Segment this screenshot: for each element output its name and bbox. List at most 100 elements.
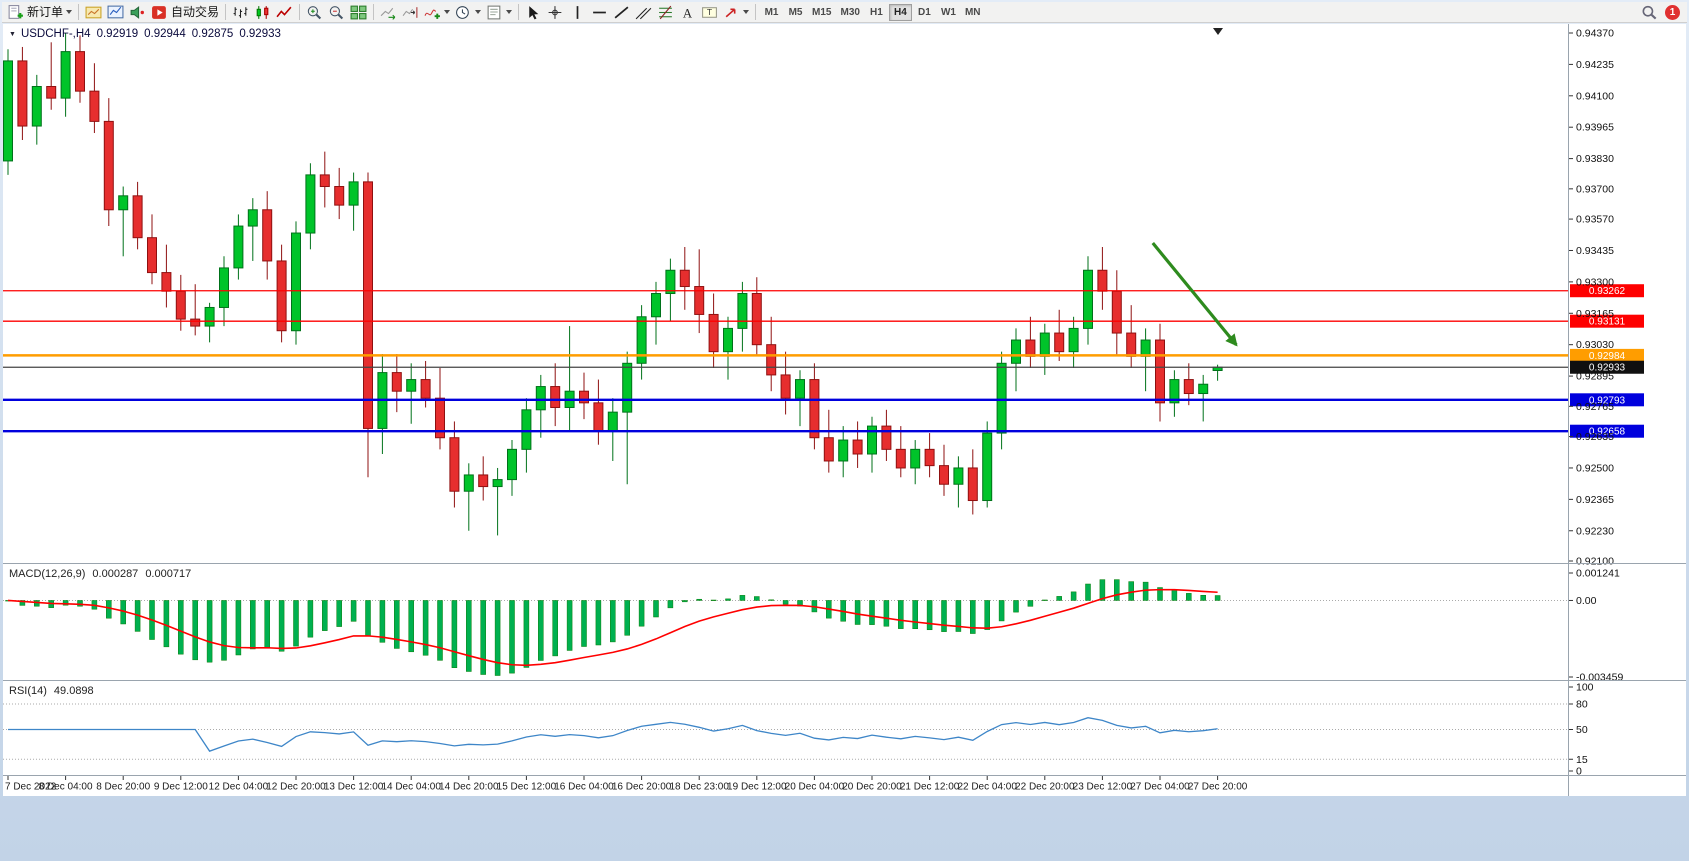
toolbar-separator: [518, 4, 520, 20]
dropdown-caret: [66, 10, 73, 14]
templates-button[interactable]: [484, 3, 514, 22]
macd-histogram-bar: [278, 600, 285, 652]
svg-text:0.92984: 0.92984: [1589, 351, 1626, 362]
timeframe-button-mn[interactable]: MN: [961, 4, 985, 21]
toolbar-separator: [78, 4, 80, 20]
candle-body: [75, 51, 85, 92]
timeframe-button-m30[interactable]: M30: [836, 4, 863, 21]
timeframe-button-w1[interactable]: W1: [937, 4, 960, 21]
charts-icon: [107, 5, 124, 18]
line-chart-button[interactable]: [274, 3, 295, 22]
price-tag: [1570, 360, 1644, 374]
timeframe-button-m5[interactable]: M5: [784, 4, 807, 21]
candle-body: [1083, 269, 1093, 329]
macd-histogram-bar: [379, 600, 386, 643]
chart-area: 0.93262 0.93131 0.92984 0.92933 0.92793 0.926…: [3, 24, 1686, 796]
candle-body: [593, 402, 604, 432]
macd-histogram-bar: [696, 598, 702, 601]
rsi-pane: 100 80 50 150: [3, 682, 1594, 778]
candle-body: [809, 379, 820, 439]
candle-body: [1169, 379, 1180, 404]
svg-text:22 Dec 04:00: 22 Dec 04:00: [957, 782, 1017, 793]
svg-text:0.92658: 0.92658: [1589, 427, 1626, 438]
svg-text:0.001241: 0.001241: [1576, 568, 1620, 580]
auto-scroll-button[interactable]: [378, 3, 399, 22]
candle-body: [319, 174, 330, 188]
periods-button[interactable]: [453, 3, 483, 22]
vertical-line-button[interactable]: [567, 3, 588, 22]
text-button[interactable]: A: [677, 3, 698, 22]
svg-text:A: A: [683, 6, 693, 20]
zoom-out-button[interactable]: [326, 3, 347, 22]
arrows-button[interactable]: [721, 3, 751, 22]
trend-arrow-annotation[interactable]: [1151, 242, 1238, 347]
candle-body: [17, 60, 28, 127]
channel-button[interactable]: [633, 3, 654, 22]
tile-windows-button[interactable]: [348, 3, 369, 22]
timeframe-button-d1[interactable]: D1: [913, 4, 936, 21]
dropdown-caret: [506, 10, 513, 14]
alerts-button[interactable]: [127, 3, 148, 22]
crosshair-button[interactable]: [545, 3, 566, 22]
candle-body: [406, 379, 417, 392]
candle-body: [953, 467, 964, 485]
candle-body: [737, 293, 748, 329]
chart-shift-button[interactable]: [400, 3, 421, 22]
cursor-button[interactable]: [523, 3, 544, 22]
macd-histogram-bar: [106, 600, 112, 619]
candle-body: [190, 318, 201, 327]
macd-histogram-bar: [1186, 593, 1192, 601]
search-button[interactable]: [1639, 3, 1660, 22]
new-order-button[interactable]: 新订单: [5, 3, 74, 22]
timeframe-button-h1[interactable]: H1: [865, 4, 888, 21]
candle-body: [665, 269, 676, 295]
macd-histogram-bar: [869, 600, 875, 625]
trendline-button[interactable]: [611, 3, 632, 22]
candle-body: [1140, 339, 1151, 357]
profiles-button[interactable]: [83, 3, 104, 22]
svg-text:9 Dec 12:00: 9 Dec 12:00: [154, 782, 208, 793]
macd-histogram-bar: [782, 600, 789, 605]
candle-body: [132, 195, 143, 239]
indicators-button[interactable]: [422, 3, 452, 22]
candle-body: [1111, 290, 1122, 334]
macd-histogram-bar: [422, 600, 429, 656]
macd-histogram-bar: [206, 600, 213, 663]
price-axis: 0.94370 0.94235 0.94100 0.93965 0.93830 0.937…: [1568, 28, 1614, 568]
charts-button[interactable]: [105, 3, 126, 22]
candle-chart-button[interactable]: [252, 3, 273, 22]
candle-body: [219, 267, 229, 308]
notification-badge[interactable]: 1: [1665, 4, 1680, 20]
auto-trading-label: 自动交易: [171, 4, 220, 19]
candle-body: [622, 362, 633, 413]
macd-histogram-bar: [624, 600, 630, 636]
chart-shift-marker[interactable]: [1213, 28, 1223, 35]
svg-text:0.93131: 0.93131: [1589, 317, 1626, 328]
bar-chart-button[interactable]: [230, 3, 251, 22]
macd-histogram-bar: [34, 600, 40, 607]
candle-body: [607, 411, 618, 432]
macd-histogram-bar: [725, 598, 731, 601]
svg-text:15: 15: [1576, 754, 1588, 766]
candle-body: [1011, 339, 1021, 364]
text-label-button[interactable]: T: [699, 3, 720, 22]
candle-body: [507, 448, 517, 481]
candle-body: [723, 327, 733, 353]
timeframe-button-m15[interactable]: M15: [808, 4, 835, 21]
timeframe-button-m1[interactable]: M1: [760, 4, 783, 21]
macd-histogram-bar: [998, 600, 1005, 622]
auto-trading-button[interactable]: 自动交易: [149, 3, 221, 22]
fibonacci-button[interactable]: [655, 3, 676, 22]
candle-body: [103, 120, 114, 211]
candle-body: [838, 439, 849, 462]
macd-histogram-bar: [408, 600, 414, 653]
candle-body: [521, 409, 532, 450]
candle-body: [492, 479, 503, 488]
zoom-in-button[interactable]: [304, 3, 325, 22]
macd-histogram-bar: [883, 600, 890, 627]
horizontal-line-button[interactable]: [589, 3, 610, 22]
timeframe-button-h4[interactable]: H4: [888, 3, 912, 21]
svg-text:13 Dec 12:00: 13 Dec 12:00: [324, 782, 384, 793]
